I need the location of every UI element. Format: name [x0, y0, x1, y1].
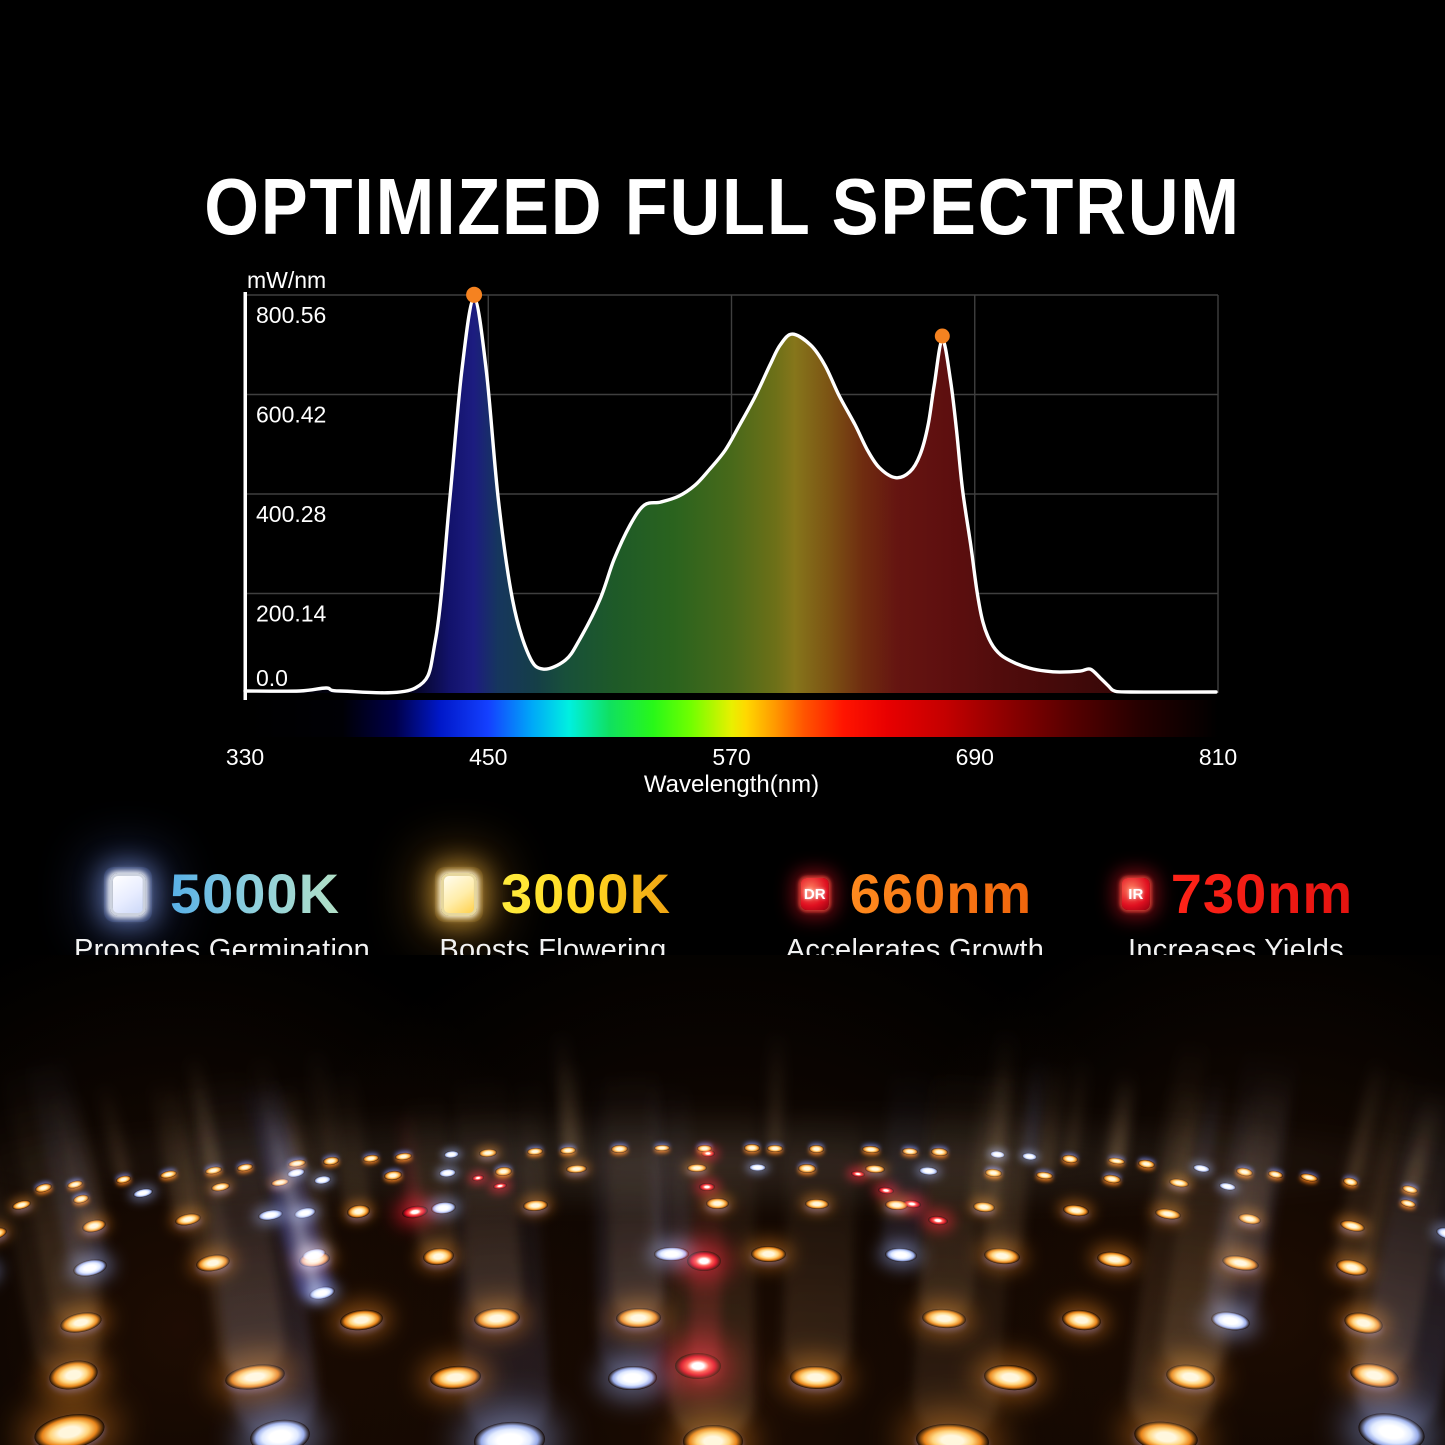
wavelength-rainbow-bar — [245, 700, 1218, 737]
feature-group-5000K: 5000K Promotes Germination — [74, 862, 370, 967]
y-tick-label: 0.0 — [256, 665, 288, 691]
led-dot-cool — [654, 1246, 690, 1261]
x-tick-label: 690 — [956, 744, 994, 770]
led-dot-warm — [766, 1144, 784, 1153]
feature-value: 730nm — [1170, 862, 1354, 925]
feature-value: 3000K — [500, 862, 672, 925]
y-axis-unit-label: mW/nm — [247, 267, 326, 293]
feature-row: 5000K Promotes Germination 3000K Boosts Flo… — [74, 862, 1354, 967]
light-beam — [766, 1017, 786, 1149]
led-board-photo — [0, 955, 1445, 1445]
led-chip-infrared-icon: IR — [1118, 875, 1153, 913]
peak-markers — [466, 286, 950, 344]
led-dot-warm — [744, 1144, 761, 1152]
led-chip-warm-white-icon — [434, 866, 483, 922]
feature-header: 5000K — [74, 862, 370, 925]
horizon-haze — [0, 1105, 1445, 1210]
led-dot-warm — [751, 1245, 787, 1263]
spectrum-chart: mW/nm 800.56 600.42 400.28 200.14 0.0 330 450 57… — [226, 267, 1237, 798]
feature-header: 3000K — [434, 862, 672, 925]
led-chip-cool-white-icon — [103, 866, 152, 922]
led-chip-warm-white-icon-body — [440, 872, 477, 916]
led-dot-red — [701, 1149, 715, 1157]
feature-group-3000K: 3000K Boosts Flowering — [434, 862, 672, 967]
led-dot-warm — [804, 1198, 830, 1210]
x-tick-label: 330 — [226, 744, 264, 770]
led-dot-warm — [798, 1163, 817, 1173]
feature-value: 5000K — [169, 862, 341, 925]
y-tick-label: 600.42 — [256, 402, 326, 428]
led-chip-cool-white-icon-body — [109, 872, 146, 916]
led-dot-warm — [686, 1163, 707, 1172]
y-tick-label: 800.56 — [256, 302, 326, 328]
light-beam — [782, 1076, 859, 1379]
feature-group-730nm: IR 730nm Increases Yields — [1118, 862, 1354, 967]
led-dot-red — [675, 1353, 721, 1379]
feature-header: IR 730nm — [1118, 862, 1354, 925]
x-tick-label: 450 — [469, 744, 507, 770]
led-dot-warm — [706, 1197, 730, 1209]
led-chip-deep-red-icon-body: DR — [800, 878, 829, 910]
feature-value: 660nm — [849, 862, 1033, 925]
feature-header: DR 660nm — [786, 862, 1044, 925]
led-dot-red — [699, 1183, 715, 1191]
led-dot-warm — [901, 1147, 919, 1155]
y-tick-label: 400.28 — [256, 501, 326, 527]
y-axis-line — [243, 292, 247, 700]
ambient-glow — [840, 955, 1445, 1445]
light-beam — [589, 1039, 667, 1379]
chart-labels: mW/nm 800.56 600.42 400.28 200.14 0.0 330 450 57… — [226, 267, 1237, 798]
led-chip-infrared-icon-body: IR — [1121, 878, 1150, 910]
led-chip-deep-red-icon: DR — [797, 875, 832, 913]
led-dot-warm — [559, 1146, 577, 1154]
x-tick-label: 570 — [712, 744, 750, 770]
x-axis-title: Wavelength(nm) — [644, 771, 819, 798]
x-tick-label: 810 — [1199, 744, 1237, 770]
peak-marker-dot — [934, 328, 950, 344]
page-title: OPTIMIZED FULL SPECTRUM — [204, 161, 1241, 251]
led-dot-red — [687, 1251, 721, 1271]
feature-group-660nm: DR 660nm Accelerates Growth — [786, 862, 1044, 967]
led-dot-warm — [808, 1144, 825, 1153]
y-tick-label: 200.14 — [256, 601, 327, 627]
spectrum-curve — [243, 297, 1218, 695]
peak-marker-dot — [466, 286, 483, 303]
